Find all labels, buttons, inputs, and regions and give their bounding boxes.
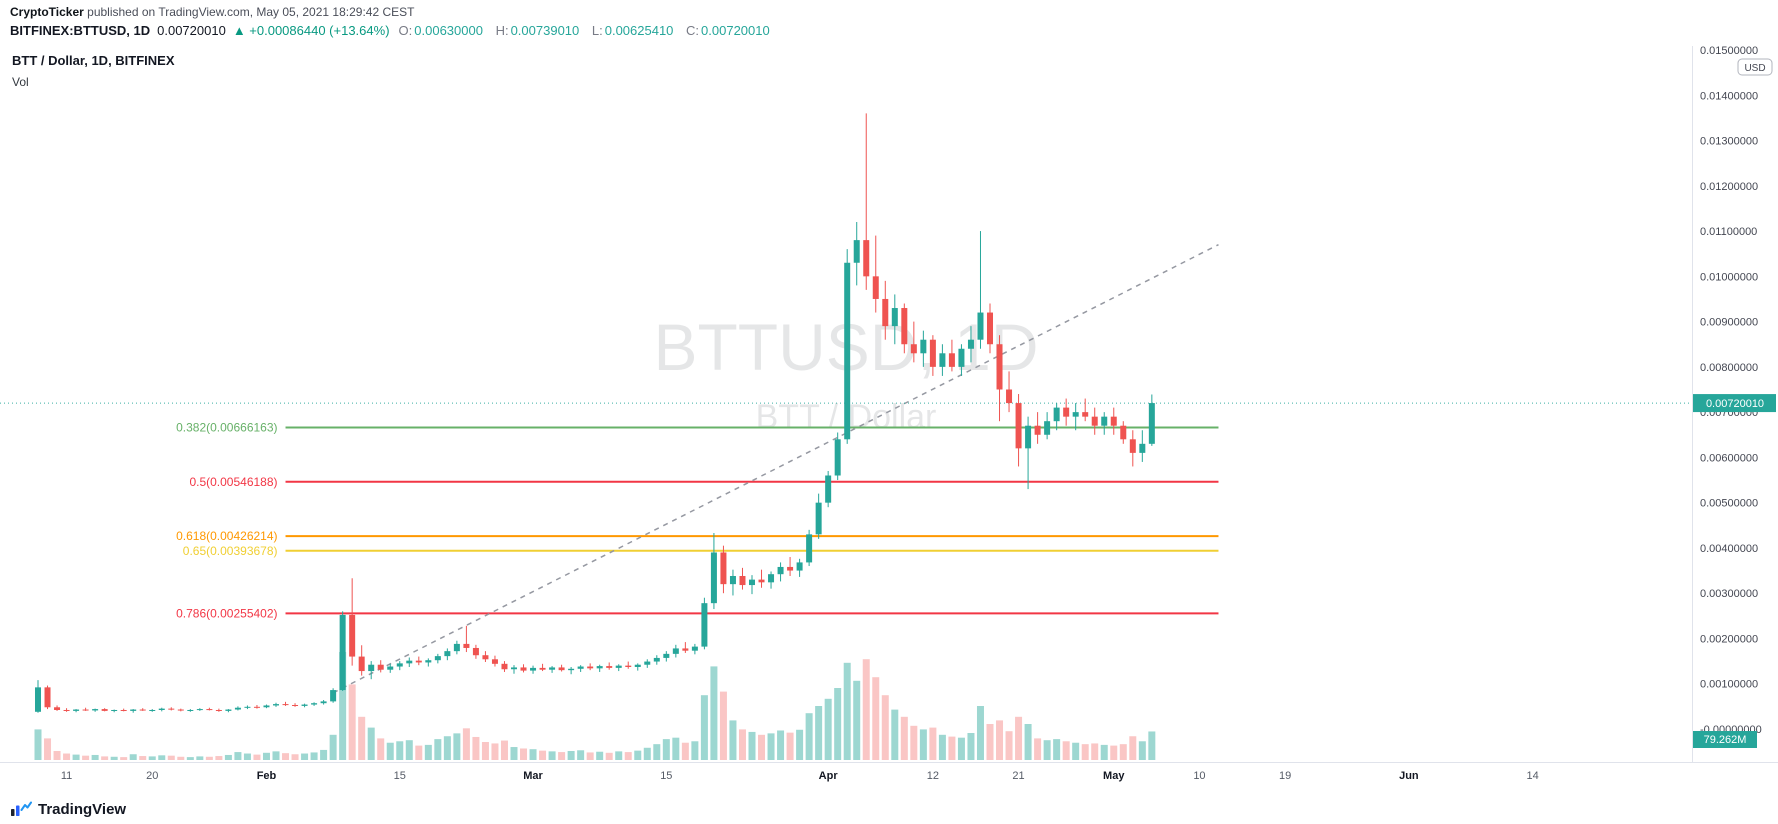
time-axis-label: 15 — [660, 770, 672, 782]
open-label: O: — [398, 23, 413, 38]
fib-level-label: 0.5(0.00546188) — [189, 475, 277, 489]
price-axis-label: 0.00100000 — [1700, 679, 1758, 691]
fib-retracement[interactable]: 0.382(0.00666163) 0.5(0.00546188) 0.618(0.… — [176, 420, 1219, 620]
time-axis-label: 21 — [1012, 770, 1024, 782]
price-axis-label: 0.01000000 — [1700, 271, 1758, 283]
volume-value-badge: 79.262M — [1693, 731, 1757, 748]
time-axis-label: 10 — [1193, 770, 1205, 782]
price-axis-label: 0.01200000 — [1700, 181, 1758, 193]
legend-symbol[interactable]: BTT / Dollar, 1D, BITFINEX — [12, 53, 175, 68]
price-axis-label: 0.00800000 — [1700, 362, 1758, 374]
time-axis-label: 11 — [61, 770, 72, 782]
time-axis-label: Mar — [523, 770, 543, 782]
price-axis[interactable]: 0.01500000 0.01400000 0.01300000 0.01200000… — [1700, 46, 1762, 736]
axis-borders — [0, 46, 1778, 763]
symbol-name[interactable]: BITFINEX:BTTUSD, 1D — [10, 23, 151, 38]
open-value: 0.00630000 — [414, 23, 483, 38]
chart-legend: BTT / Dollar, 1D, BITFINEX Vol — [12, 53, 175, 89]
low-label: L: — [591, 23, 603, 38]
currency-unit-label: USD — [1744, 63, 1765, 74]
price-axis-label: 0.00900000 — [1700, 317, 1758, 329]
low-value: 0.00625410 — [604, 23, 674, 38]
publish-meta: published on TradingView.com, May 05, 20… — [83, 5, 415, 19]
fib-level-label: 0.786(0.00255402) — [176, 606, 277, 620]
price-axis-label: 0.01500000 — [1700, 46, 1758, 57]
tradingview-brand[interactable]: TradingView — [38, 800, 127, 818]
time-axis-label: Jun — [1399, 770, 1419, 782]
volume-value-badge-text: 79.262M — [1704, 734, 1747, 746]
ohlc-row: O: 0.00630000 H: 0.00739010 L: 0.00625410 C… — [390, 23, 770, 39]
fib-level-label: 0.618(0.00426214) — [176, 529, 277, 543]
legend-volume-indicator[interactable]: Vol — [12, 75, 29, 89]
time-axis-label: 20 — [146, 770, 158, 782]
time-axis-label: Apr — [819, 770, 839, 782]
price-axis-label: 0.00300000 — [1700, 588, 1758, 600]
price-axis-label: 0.00600000 — [1700, 452, 1758, 464]
price-axis-label: 0.01100000 — [1700, 226, 1757, 238]
price-axis-label: 0.01400000 — [1700, 90, 1758, 102]
high-label: H: — [495, 23, 509, 38]
price-axis-label: 0.00200000 — [1700, 633, 1758, 645]
symbol-last-price: 0.00720010 — [157, 23, 226, 38]
publish-line: CryptoTicker published on TradingView.co… — [10, 5, 1778, 20]
high-value: 0.00739010 — [510, 23, 580, 38]
time-axis-label: 19 — [1279, 770, 1291, 782]
publish-header: CryptoTicker published on TradingView.co… — [0, 0, 1778, 46]
close-label: C: — [686, 23, 700, 38]
footer: TradingView — [0, 794, 1778, 824]
fib-level-label: 0.65(0.00393678) — [183, 544, 278, 558]
candlestick-series — [35, 113, 1155, 713]
time-axis-label: Feb — [257, 770, 277, 782]
price-axis-label: 0.01300000 — [1700, 136, 1758, 148]
last-price-badge: 0.00720010 — [1693, 394, 1776, 413]
time-axis-label: 15 — [394, 770, 406, 782]
time-axis-label: 12 — [927, 770, 939, 782]
time-axis[interactable]: 11 20 Feb 15 Mar 15 Apr 12 21 May 10 19 Jun 14 — [61, 770, 1539, 782]
chart-area[interactable]: BTTUSD, 1D BTT / Dollar 0.382(0.00666163… — [0, 46, 1778, 794]
close-value: 0.00720010 — [701, 23, 770, 38]
last-price-badge-text: 0.00720010 — [1706, 398, 1764, 410]
symbol-header: BITFINEX:BTTUSD, 1D 0.00720010 ▲ +0.0008… — [10, 23, 1778, 39]
chart-canvas[interactable]: 0.382(0.00666163) 0.5(0.00546188) 0.618(0.… — [0, 46, 1778, 794]
tradingview-logo-icon[interactable] — [10, 801, 32, 817]
publisher-link[interactable]: CryptoTicker — [10, 5, 84, 19]
fib-level-label: 0.382(0.00666163) — [176, 420, 277, 434]
volume-series — [34, 652, 1156, 760]
symbol-change: ▲ +0.00086440 (+13.64%) — [232, 23, 390, 38]
trendline[interactable] — [332, 243, 1219, 694]
price-axis-label: 0.00500000 — [1700, 498, 1758, 510]
time-axis-label: 14 — [1527, 770, 1539, 782]
time-axis-label: May — [1103, 770, 1125, 782]
currency-unit-chip[interactable]: USD — [1737, 58, 1773, 76]
price-axis-label: 0.00400000 — [1700, 543, 1758, 555]
